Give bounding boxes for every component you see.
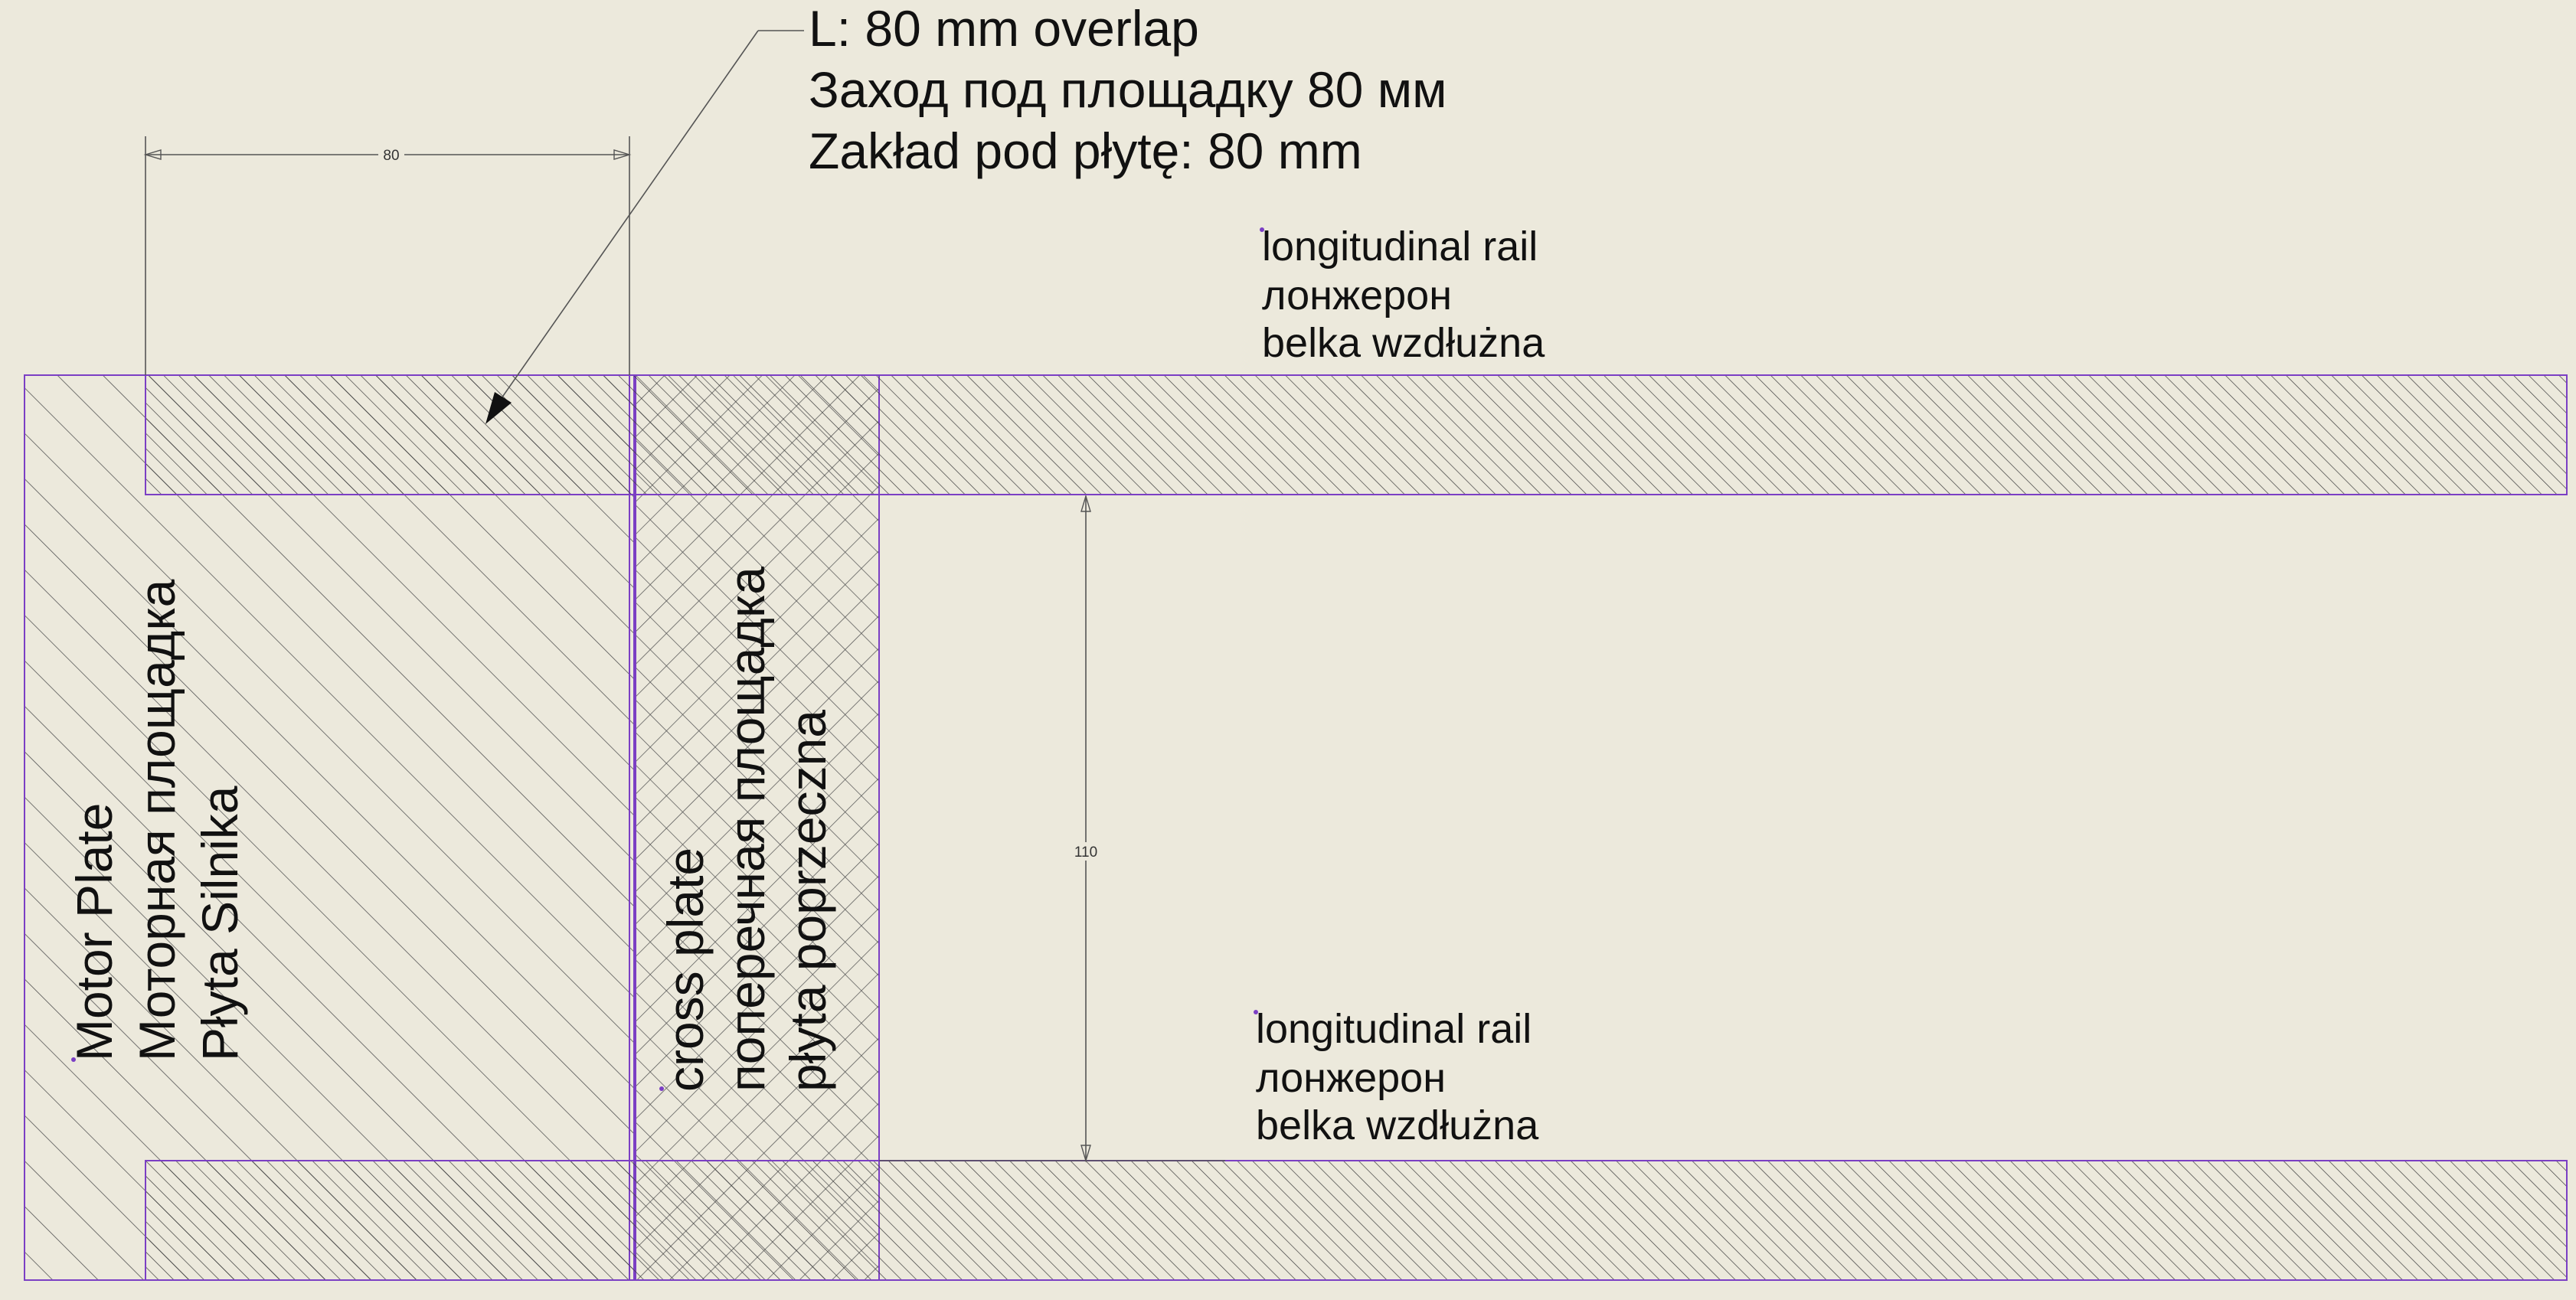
cross-plate [629, 374, 880, 1281]
longitudinal-rail-top [145, 374, 2568, 495]
longitudinal-rail-bottom [145, 1160, 2568, 1281]
callout-line-pl: Zakład pod płytę: 80 mm [809, 122, 1362, 179]
cross-plate-label-pl: płyta poprzeczna [780, 710, 836, 1092]
motor-plate-label: Motor Plate Моторная площадка Płyta Siln… [66, 579, 248, 1062]
overlap-callout: L: 80 mm overlap Заход под площадку 80 м… [809, 0, 1447, 179]
rail-top-label-ru: лонжерон [1262, 273, 1452, 318]
overlap-dimension-value: 80 [383, 148, 399, 164]
cross-plate-label-en: cross plate [657, 848, 714, 1092]
cross-plate-label-ru: поперечная площадка [718, 567, 775, 1092]
overlap-dimension: 80 [143, 136, 632, 375]
callout-leader [485, 30, 804, 424]
rail-top-label: longitudinal rail лонжерон belka wzdłużn… [1260, 224, 1545, 366]
rail-bottom-label-en: longitudinal rail [1256, 1006, 1532, 1052]
motor-plate [24, 374, 635, 1281]
motor-plate-label-en: Motor Plate [66, 803, 123, 1061]
cross-plate-label: cross plate поперечная площадка płyta po… [657, 567, 836, 1092]
rail-top-label-pl: belka wzdłużna [1262, 320, 1545, 366]
callout-line-en: L: 80 mm overlap [809, 0, 1199, 57]
rail-bottom-label-ru: лонжерон [1256, 1055, 1446, 1101]
rail-bottom-label: longitudinal rail лонжерон belka wzdłużn… [1254, 1006, 1539, 1148]
motor-plate-label-ru: Моторная площадка [129, 579, 185, 1061]
callout-line-ru: Заход под площадку 80 мм [809, 61, 1447, 118]
motor-plate-label-pl: Płyta Silnika [191, 786, 248, 1061]
gap-dimension-value: 110 [1074, 844, 1097, 861]
rail-top-label-en: longitudinal rail [1262, 224, 1538, 269]
gap-dimension: 110 [879, 494, 1225, 1163]
leader-arrowhead [485, 392, 512, 424]
rail-bottom-label-pl: belka wzdłużna [1256, 1102, 1539, 1148]
